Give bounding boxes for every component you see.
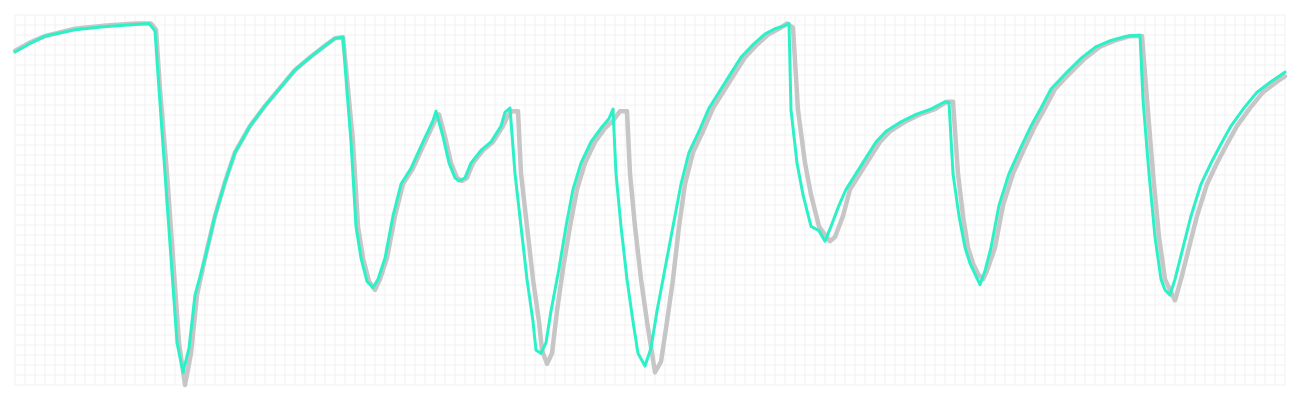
series-line-2 <box>13 22 1287 374</box>
chart-grid <box>14 14 1286 386</box>
chart-series-group <box>12 21 1288 388</box>
